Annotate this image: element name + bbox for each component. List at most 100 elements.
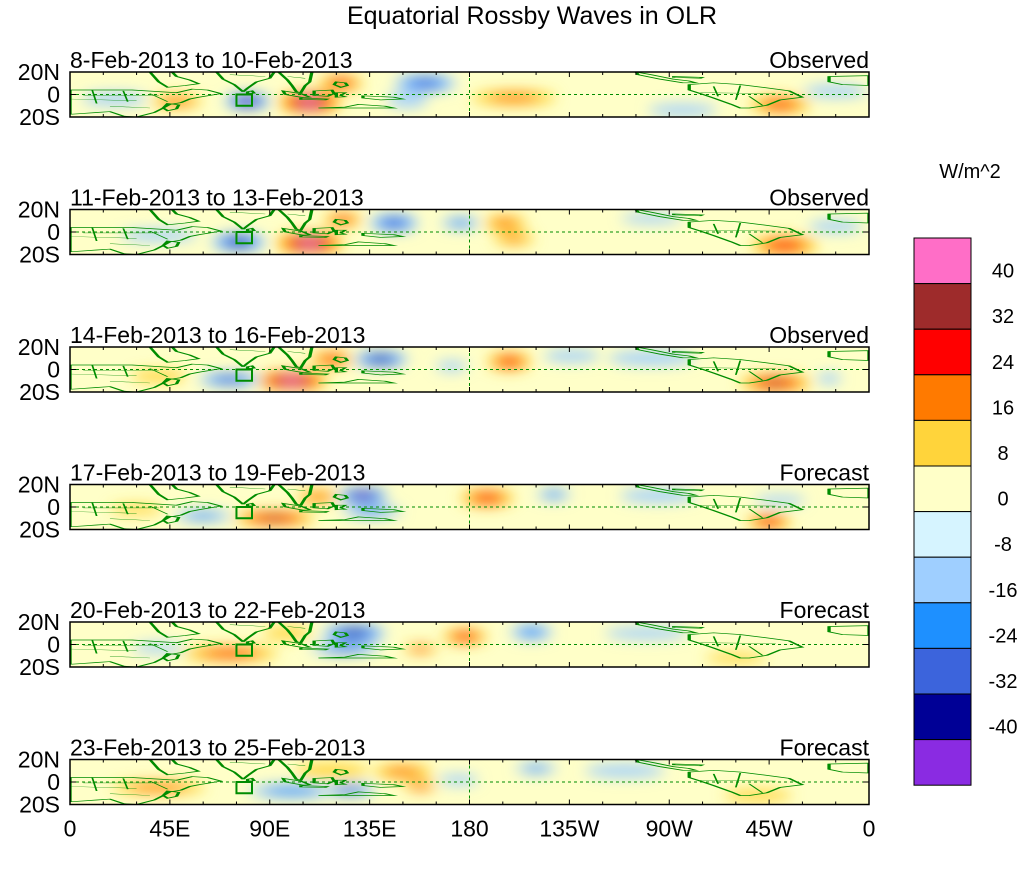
y-tick-label: 20S <box>19 379 60 405</box>
reference-box <box>235 93 253 107</box>
colorbar-tick-label: 0 <box>997 489 1008 511</box>
olr-contour-fill <box>768 101 793 108</box>
panel-date-range: 23-Feb-2013 to 25-Feb-2013 <box>70 735 365 761</box>
olr-contour-fill <box>300 240 320 247</box>
panel-date-range: 8-Feb-2013 to 10-Feb-2013 <box>70 47 353 73</box>
olr-contour-fill <box>607 351 696 365</box>
panel-status: Observed <box>769 47 869 73</box>
y-tick-label: 20N <box>18 747 60 773</box>
olr-contour-fill <box>488 93 540 103</box>
panel-date-range: 17-Feb-2013 to 19-Feb-2013 <box>70 460 365 486</box>
olr-contour-fill <box>517 627 546 637</box>
panel-status: Forecast <box>780 460 870 486</box>
map-panel-6: 23-Feb-2013 to 25-Feb-2013 Forecast 20N020… <box>18 735 870 818</box>
olr-contour-fill <box>185 512 222 520</box>
olr-contour-fill <box>435 361 468 371</box>
colorbar-swatch <box>913 374 972 421</box>
contour-layers <box>120 213 863 255</box>
colorbar-tick-label: -40 <box>989 717 1018 739</box>
olr-contour-fill <box>215 376 245 383</box>
colorbar-swatch <box>913 237 972 285</box>
x-tick-label: 45W <box>745 816 793 842</box>
y-tick-label: 20S <box>19 792 60 818</box>
contour-layers <box>109 487 806 530</box>
x-tick-label: 0 <box>863 816 876 842</box>
olr-contour-fill <box>502 235 526 243</box>
olr-contour-fill <box>295 763 369 778</box>
olr-contour-fill <box>447 219 474 227</box>
olr-contour-fill <box>723 789 793 802</box>
colorbar-swatch <box>913 693 972 741</box>
contour-layers <box>131 624 767 663</box>
colorbar-swatch <box>913 328 972 376</box>
reference-box <box>235 231 253 245</box>
olr-contour-fill <box>411 79 439 87</box>
x-tick-label: 135W <box>539 816 599 842</box>
olr-contour-fill <box>548 76 701 96</box>
x-tick-label: 0 <box>64 816 77 842</box>
colorbar-tick-label: 8 <box>997 443 1008 465</box>
olr-contour-fill <box>816 373 842 384</box>
olr-contour-fill <box>413 784 429 789</box>
olr-contour-fill <box>262 515 287 521</box>
olr-contour-fill <box>808 220 863 232</box>
olr-contour-fill <box>648 104 718 116</box>
panel-date-range: 11-Feb-2013 to 13-Feb-2013 <box>70 185 364 211</box>
olr-contour-fill <box>263 627 313 640</box>
panel-date-range: 20-Feb-2013 to 22-Feb-2013 <box>70 597 365 623</box>
panel-status: Observed <box>769 185 869 211</box>
colorbar-swatch <box>913 739 972 786</box>
y-tick-label: 20N <box>18 472 60 498</box>
olr-contour-fill <box>620 213 683 224</box>
olr-contour-fill <box>262 786 322 796</box>
y-tick-label: 20S <box>19 104 60 130</box>
y-tick-label: 0 <box>47 769 60 795</box>
colorbar-tick-label: -32 <box>989 671 1018 693</box>
colorbar-tick-label: 40 <box>992 261 1014 283</box>
olr-contour-fill <box>383 767 423 777</box>
colorbar-swatch <box>913 602 972 649</box>
y-tick-label: 20S <box>19 654 60 680</box>
contour-layers <box>111 763 793 802</box>
y-tick-label: 0 <box>47 357 60 383</box>
colorbar-swatch <box>913 419 972 467</box>
reference-box <box>235 368 253 382</box>
olr-contour-fill <box>371 356 390 362</box>
x-tick-label: 90E <box>249 816 290 842</box>
olr-contour-fill <box>757 517 781 526</box>
figure-title: Equatorial Rossby Waves in OLR <box>347 2 717 30</box>
olr-contour-fill <box>303 492 334 502</box>
olr-contour-fill <box>281 377 303 384</box>
x-tick-label: 90W <box>646 816 694 842</box>
colorbar-swatch <box>913 465 972 513</box>
colorbar-swatch <box>913 511 972 558</box>
map-panel-4: 17-Feb-2013 to 19-Feb-2013 Forecast 20N020… <box>18 460 870 543</box>
colorbar-tick-label: 32 <box>992 306 1014 328</box>
colorbar-tick-label: -24 <box>989 625 1018 647</box>
panel-status: Observed <box>769 322 869 348</box>
olr-contour-fill <box>498 357 520 366</box>
olr-contour-fill <box>382 218 406 228</box>
map-panel-2: 11-Feb-2013 to 13-Feb-2013 Observed 20N020… <box>18 185 870 268</box>
map-panel-5: 20-Feb-2013 to 22-Feb-2013 Forecast 20N020… <box>18 597 870 680</box>
olr-contour-fill <box>300 99 319 106</box>
x-tick-label: 135E <box>343 816 397 842</box>
panel-status: Forecast <box>780 735 870 761</box>
colorbar-tick-label: 24 <box>992 352 1014 374</box>
colorbar-tick-label: -8 <box>994 534 1012 556</box>
olr-contour-fill <box>705 653 767 663</box>
olr-contour-fill <box>584 764 665 777</box>
contour-layers <box>130 350 842 392</box>
olr-contour-fill <box>81 93 148 105</box>
olr-contour-fill <box>543 350 600 362</box>
y-tick-label: 0 <box>47 82 60 108</box>
olr-contour-fill <box>438 774 479 785</box>
colorbar-swatch <box>913 647 972 695</box>
reference-box <box>235 506 253 520</box>
map-panel-3: 14-Feb-2013 to 16-Feb-2013 Observed 20N020… <box>18 322 870 405</box>
colorbar-tick-label: -16 <box>989 580 1018 602</box>
panel-date-range: 14-Feb-2013 to 16-Feb-2013 <box>70 322 365 348</box>
olr-contour-fill <box>336 787 364 793</box>
